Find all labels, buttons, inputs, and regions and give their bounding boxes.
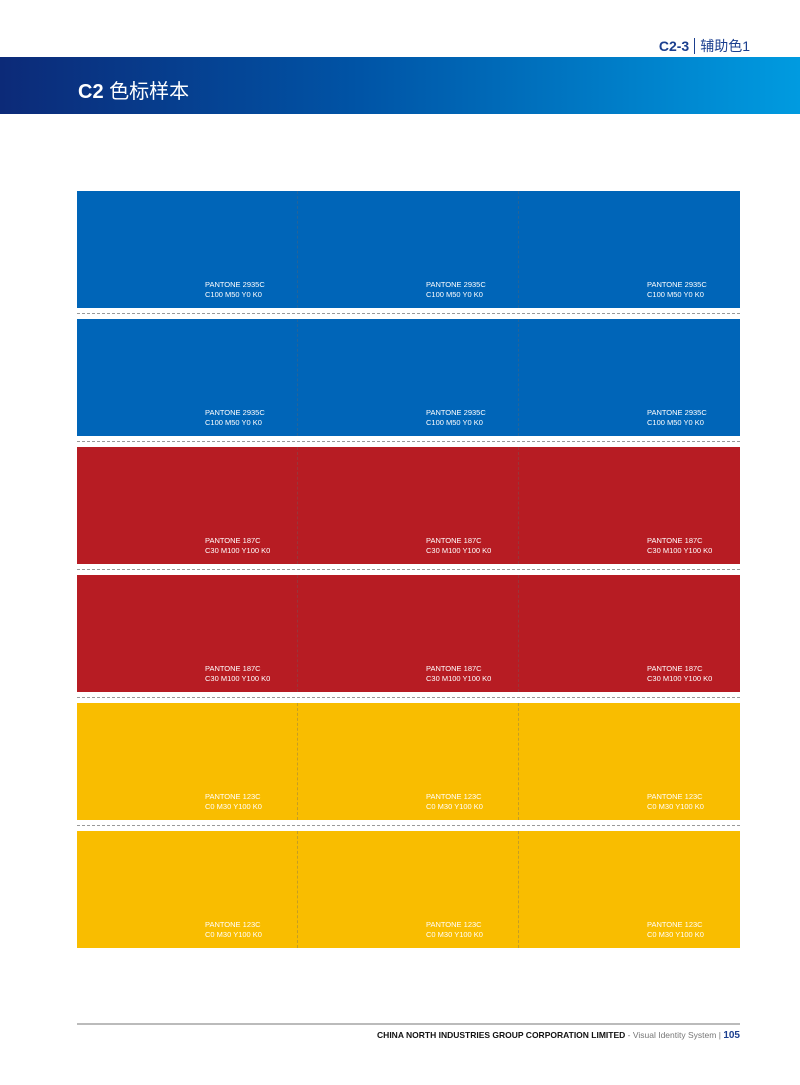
cmyk-value: C30 M100 Y100 K0	[647, 674, 713, 683]
color-swatch: PANTONE 123C C0 M30 Y100 K0	[519, 831, 740, 948]
pantone-code: PANTONE 2935C	[205, 280, 265, 289]
footer-system: - Visual Identity System	[627, 1030, 717, 1040]
swatch-row: PANTONE 123C C0 M30 Y100 K0 PANTONE 123C C0…	[77, 831, 740, 948]
swatch-label: PANTONE 2935C C100 M50 Y0 K0	[647, 408, 707, 428]
cmyk-value: C100 M50 Y0 K0	[205, 290, 262, 299]
swatch-row: PANTONE 123C C0 M30 Y100 K0 PANTONE 123C C0…	[77, 703, 740, 826]
color-swatch: PANTONE 2935C C100 M50 Y0 K0	[519, 319, 740, 436]
pantone-code: PANTONE 2935C	[426, 280, 486, 289]
pantone-code: PANTONE 2935C	[647, 280, 707, 289]
swatch-grid: PANTONE 2935C C100 M50 Y0 K0 PANTONE 2935C…	[77, 191, 740, 959]
pantone-code: PANTONE 2935C	[426, 408, 486, 417]
footer-separator: |	[718, 1030, 721, 1040]
swatch-label: PANTONE 2935C C100 M50 Y0 K0	[647, 280, 707, 300]
cmyk-value: C0 M30 Y100 K0	[647, 930, 704, 939]
pantone-code: PANTONE 187C	[205, 536, 261, 545]
pantone-code: PANTONE 2935C	[647, 408, 707, 417]
cmyk-value: C0 M30 Y100 K0	[205, 802, 262, 811]
color-swatch: PANTONE 2935C C100 M50 Y0 K0	[298, 319, 519, 436]
pantone-code: PANTONE 187C	[426, 664, 482, 673]
cmyk-value: C0 M30 Y100 K0	[426, 802, 483, 811]
cmyk-value: C100 M50 Y0 K0	[205, 418, 262, 427]
section-label: C2-3 辅助色1	[659, 36, 750, 56]
cmyk-value: C0 M30 Y100 K0	[426, 930, 483, 939]
cmyk-value: C100 M50 Y0 K0	[426, 418, 483, 427]
swatch-label: PANTONE 123C C0 M30 Y100 K0	[205, 920, 262, 940]
pantone-code: PANTONE 187C	[205, 664, 261, 673]
pantone-code: PANTONE 187C	[426, 536, 482, 545]
color-swatch: PANTONE 2935C C100 M50 Y0 K0	[519, 191, 740, 308]
swatch-label: PANTONE 187C C30 M100 Y100 K0	[647, 536, 712, 556]
color-swatch: PANTONE 187C C30 M100 Y100 K0	[77, 447, 298, 564]
title-code: C2	[78, 81, 104, 103]
swatch-label: PANTONE 2935C C100 M50 Y0 K0	[205, 280, 265, 300]
swatch-label: PANTONE 2935C C100 M50 Y0 K0	[426, 280, 486, 300]
swatch-label: PANTONE 123C C0 M30 Y100 K0	[647, 920, 704, 940]
swatch-label: PANTONE 2935C C100 M50 Y0 K0	[426, 408, 486, 428]
cmyk-value: C30 M100 Y100 K0	[426, 674, 492, 683]
section-name: 辅助色1	[700, 38, 750, 54]
swatch-label: PANTONE 123C C0 M30 Y100 K0	[647, 792, 704, 812]
footer-divider	[77, 1023, 740, 1025]
cmyk-value: C100 M50 Y0 K0	[426, 290, 483, 299]
divider	[694, 38, 696, 54]
section-code: C2-3	[658, 38, 690, 54]
swatch-label: PANTONE 187C C30 M100 Y100 K0	[426, 536, 491, 556]
swatch-label: PANTONE 187C C30 M100 Y100 K0	[205, 664, 270, 684]
cmyk-value: C100 M50 Y0 K0	[647, 290, 704, 299]
cmyk-value: C30 M100 Y100 K0	[205, 674, 271, 683]
color-swatch: PANTONE 187C C30 M100 Y100 K0	[298, 447, 519, 564]
cmyk-value: C30 M100 Y100 K0	[647, 546, 713, 555]
color-swatch: PANTONE 187C C30 M100 Y100 K0	[519, 575, 740, 692]
swatch-label: PANTONE 187C C30 M100 Y100 K0	[426, 664, 491, 684]
pantone-code: PANTONE 123C	[426, 920, 482, 929]
pantone-code: PANTONE 123C	[205, 792, 261, 801]
cmyk-value: C100 M50 Y0 K0	[647, 418, 704, 427]
color-swatch: PANTONE 187C C30 M100 Y100 K0	[77, 575, 298, 692]
color-swatch: PANTONE 2935C C100 M50 Y0 K0	[298, 191, 519, 308]
pantone-code: PANTONE 187C	[647, 664, 703, 673]
swatch-label: PANTONE 2935C C100 M50 Y0 K0	[205, 408, 265, 428]
cmyk-value: C30 M100 Y100 K0	[205, 546, 271, 555]
cmyk-value: C0 M30 Y100 K0	[205, 930, 262, 939]
color-swatch: PANTONE 123C C0 M30 Y100 K0	[298, 831, 519, 948]
pantone-code: PANTONE 123C	[205, 920, 261, 929]
swatch-label: PANTONE 123C C0 M30 Y100 K0	[426, 920, 483, 940]
page-number: 105	[723, 1030, 740, 1041]
color-swatch: PANTONE 2935C C100 M50 Y0 K0	[77, 319, 298, 436]
title-text: 色标样本	[109, 81, 190, 103]
swatch-label: PANTONE 187C C30 M100 Y100 K0	[205, 536, 270, 556]
swatch-row: PANTONE 2935C C100 M50 Y0 K0 PANTONE 2935C…	[77, 191, 740, 314]
color-swatch: PANTONE 2935C C100 M50 Y0 K0	[77, 191, 298, 308]
footer: CHINA NORTH INDUSTRIES GROUP CORPORATION…	[377, 1030, 740, 1041]
color-swatch: PANTONE 187C C30 M100 Y100 K0	[519, 447, 740, 564]
cmyk-value: C0 M30 Y100 K0	[647, 802, 704, 811]
pantone-code: PANTONE 123C	[647, 792, 703, 801]
swatch-row: PANTONE 187C C30 M100 Y100 K0 PANTONE 187C…	[77, 575, 740, 698]
swatch-label: PANTONE 123C C0 M30 Y100 K0	[205, 792, 262, 812]
swatch-label: PANTONE 123C C0 M30 Y100 K0	[426, 792, 483, 812]
page-title: C2 色标样本	[78, 75, 189, 104]
title-banner: C2 色标样本	[0, 57, 800, 114]
pantone-code: PANTONE 123C	[426, 792, 482, 801]
color-swatch: PANTONE 123C C0 M30 Y100 K0	[77, 831, 298, 948]
swatch-label: PANTONE 187C C30 M100 Y100 K0	[647, 664, 712, 684]
pantone-code: PANTONE 2935C	[205, 408, 265, 417]
swatch-row: PANTONE 2935C C100 M50 Y0 K0 PANTONE 2935C…	[77, 319, 740, 442]
pantone-code: PANTONE 187C	[647, 536, 703, 545]
swatch-row: PANTONE 187C C30 M100 Y100 K0 PANTONE 187C…	[77, 447, 740, 570]
color-swatch: PANTONE 123C C0 M30 Y100 K0	[77, 703, 298, 820]
color-swatch: PANTONE 123C C0 M30 Y100 K0	[519, 703, 740, 820]
pantone-code: PANTONE 123C	[647, 920, 703, 929]
color-swatch: PANTONE 123C C0 M30 Y100 K0	[298, 703, 519, 820]
cmyk-value: C30 M100 Y100 K0	[426, 546, 492, 555]
color-swatch: PANTONE 187C C30 M100 Y100 K0	[298, 575, 519, 692]
footer-company: CHINA NORTH INDUSTRIES GROUP CORPORATION…	[377, 1030, 626, 1040]
